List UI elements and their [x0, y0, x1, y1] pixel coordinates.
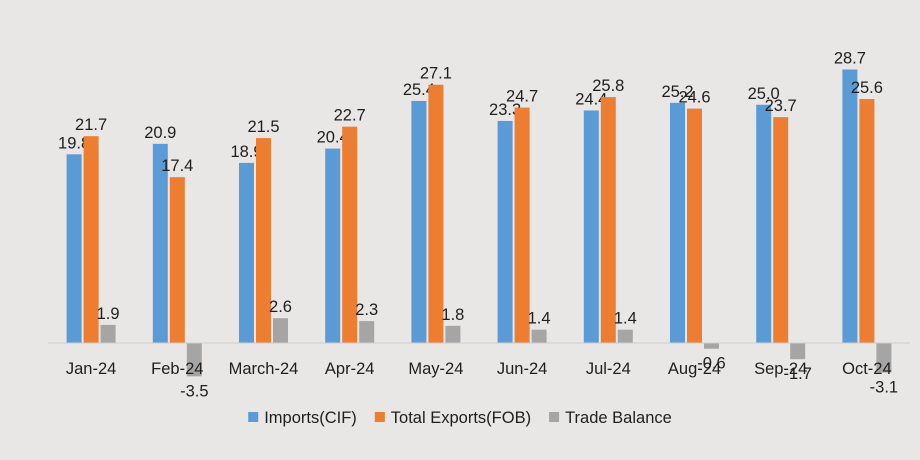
- x-tick-label: Aug-24: [668, 360, 721, 378]
- legend-label: Total Exports(FOB): [391, 409, 531, 427]
- x-tick-label: March-24: [229, 360, 299, 378]
- x-tick-label: Jan-24: [66, 360, 116, 378]
- x-tick-label: Jun-24: [497, 360, 547, 378]
- bar-imports-cif-aug-24: [670, 102, 685, 344]
- data-label: 25.8: [592, 77, 624, 95]
- bar-total-exports-fob-may-24: [428, 84, 444, 343]
- data-label: 18.9: [230, 143, 262, 161]
- bar-total-exports-fob-jan-24: [83, 136, 99, 343]
- data-label: 28.7: [834, 49, 866, 67]
- bar-trade-balance-aug-24: [704, 343, 719, 349]
- data-label: 2.3: [355, 301, 378, 319]
- bar-imports-cif-jun-24: [497, 120, 513, 344]
- bar-trade-balance-feb-24: [186, 343, 202, 377]
- bar-total-exports-fob-feb-24: [169, 177, 185, 343]
- data-label: 1.4: [614, 310, 637, 328]
- data-label: -1.7: [783, 365, 811, 383]
- bar-total-exports-fob-sep-24: [773, 117, 789, 343]
- data-label: 22.7: [334, 107, 366, 125]
- bar-trade-balance-march-24: [273, 318, 288, 343]
- bar-total-exports-fob-oct-24: [859, 99, 875, 343]
- data-label: 23.7: [765, 97, 797, 115]
- bar-trade-balance-jan-24: [100, 324, 116, 343]
- data-label: 23.3: [489, 101, 521, 119]
- bar-imports-cif-feb-24: [152, 143, 168, 343]
- data-label: 20.9: [144, 124, 176, 142]
- data-label: -0.6: [697, 355, 725, 373]
- bar-total-exports-fob-march-24: [256, 138, 271, 343]
- data-label: 25.4: [403, 81, 435, 99]
- bar-imports-cif-apr-24: [325, 148, 341, 343]
- data-label: 20.4: [317, 129, 349, 147]
- bar-imports-cif-oct-24: [842, 69, 858, 343]
- bar-trade-balance-sep-24: [790, 343, 806, 360]
- data-label: 25.0: [748, 85, 780, 103]
- bar-imports-cif-jan-24: [66, 154, 82, 343]
- x-tick-label: Sep-24: [754, 360, 807, 378]
- x-tick-label: Oct-24: [842, 360, 892, 378]
- data-label: -3.1: [870, 379, 898, 397]
- data-label: 1.9: [97, 305, 120, 323]
- legend-swatch: [248, 412, 259, 422]
- data-label: 24.6: [678, 89, 710, 107]
- bar-imports-cif-jul-24: [583, 110, 599, 343]
- legend-label: Trade Balance: [565, 409, 672, 427]
- bar-trade-balance-apr-24: [359, 321, 375, 343]
- data-label: 25.6: [851, 79, 883, 97]
- x-tick-label: Jul-24: [586, 360, 631, 378]
- bar-total-exports-fob-jul-24: [600, 97, 616, 343]
- bar-trade-balance-jun-24: [531, 329, 547, 343]
- bar-imports-cif-march-24: [239, 162, 254, 343]
- data-label: 21.5: [247, 118, 279, 136]
- x-tick-label: Feb-24: [151, 360, 203, 378]
- x-tick-label: May-24: [408, 360, 463, 378]
- bar-trade-balance-oct-24: [876, 343, 892, 373]
- bar-trade-balance-jul-24: [617, 329, 633, 343]
- data-label: 21.7: [75, 116, 107, 134]
- data-label: 2.6: [269, 298, 292, 316]
- x-tick-label: Apr-24: [325, 360, 375, 378]
- legend-swatch: [374, 412, 385, 422]
- data-label: 19.8: [58, 134, 90, 152]
- data-label: 27.1: [420, 65, 452, 83]
- bar-total-exports-fob-aug-24: [687, 108, 702, 343]
- data-label: -3.5: [180, 382, 208, 400]
- data-label: 25.2: [661, 83, 693, 101]
- bar-imports-cif-sep-24: [756, 104, 772, 343]
- data-label: 17.4: [161, 157, 193, 175]
- bar-trade-balance-may-24: [445, 325, 461, 343]
- data-label: 24.4: [575, 90, 607, 108]
- data-label: 24.7: [506, 88, 538, 106]
- data-label: 1.4: [528, 310, 551, 328]
- bar-total-exports-fob-jun-24: [514, 107, 530, 343]
- bar-total-exports-fob-apr-24: [342, 126, 358, 343]
- data-label: 1.8: [441, 306, 464, 324]
- bar-imports-cif-may-24: [411, 100, 427, 343]
- legend-swatch: [549, 412, 560, 422]
- legend-label: Imports(CIF): [264, 409, 357, 427]
